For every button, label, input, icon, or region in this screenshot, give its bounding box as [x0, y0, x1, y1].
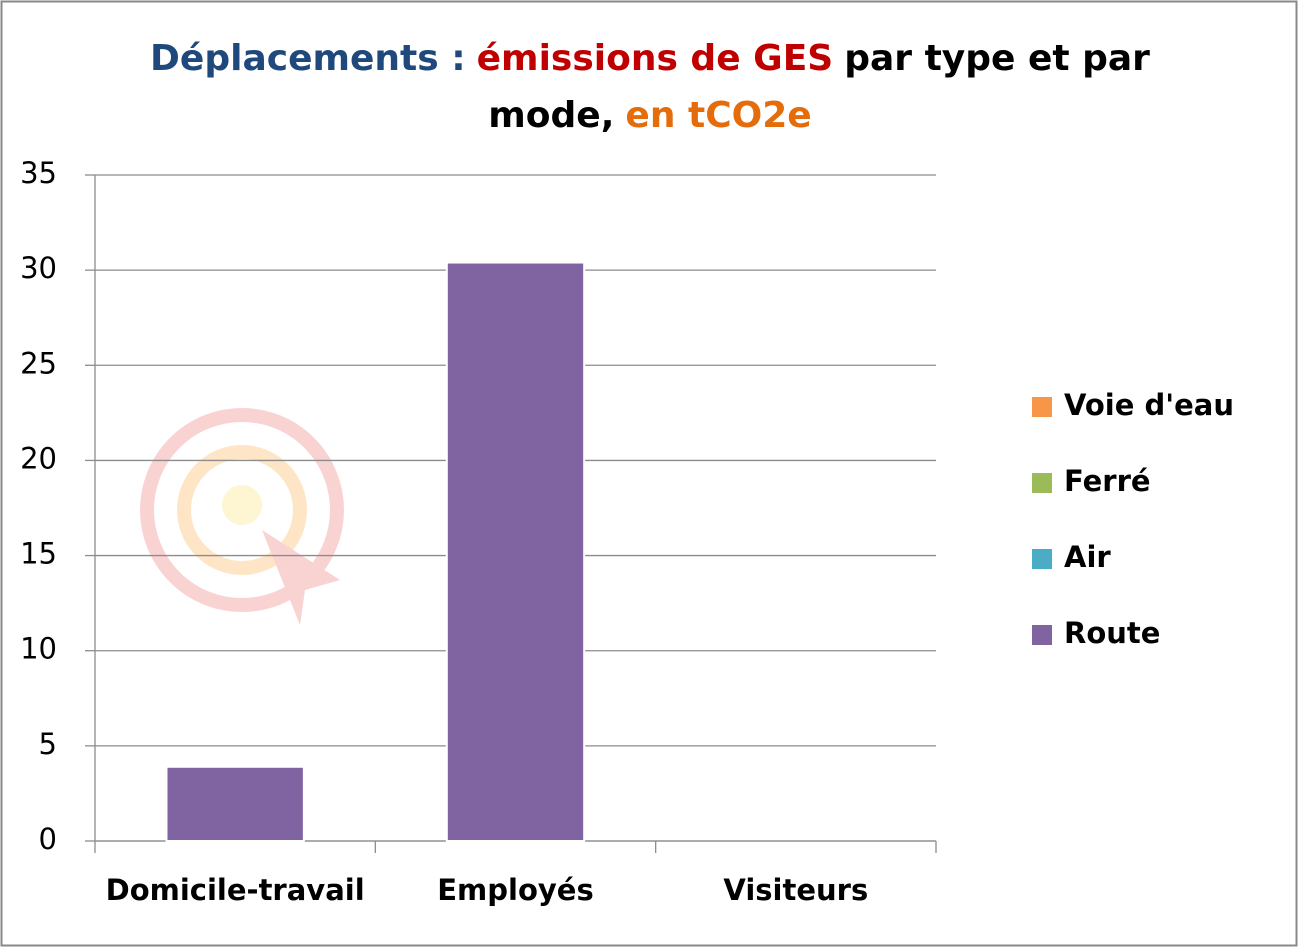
legend-swatch: [1032, 625, 1052, 645]
title-part: Déplacements :: [150, 38, 466, 79]
legend-label: Ferré: [1064, 464, 1151, 498]
bar: [445, 261, 586, 842]
x-tick-label: Domicile-travail: [106, 873, 365, 907]
chart-title: Déplacements : émissions de GES par type e…: [150, 38, 1150, 79]
y-tick-label: 0: [39, 822, 57, 856]
legend-swatch: [1032, 549, 1052, 569]
title-part: émissions de GES: [477, 38, 834, 79]
title-part: mode,: [488, 95, 614, 136]
y-tick-label: 25: [20, 346, 57, 380]
title-part: en tCO2e: [625, 95, 811, 136]
x-tick-label: Employés: [437, 873, 593, 907]
y-tick-label: 15: [20, 537, 57, 571]
y-tick-label: 30: [20, 251, 57, 285]
y-tick-label: 20: [20, 441, 57, 475]
y-tick-label: 10: [20, 632, 57, 666]
title-part: par type et par: [844, 38, 1150, 79]
x-tick-label: Visiteurs: [723, 873, 868, 907]
legend-label: Air: [1064, 540, 1111, 574]
legend-swatch: [1032, 397, 1052, 417]
y-tick-label: 35: [20, 156, 57, 190]
legend-label: Voie d'eau: [1064, 388, 1234, 422]
bar: [165, 765, 305, 842]
chart-title: mode, en tCO2e: [488, 95, 811, 136]
y-tick-label: 5: [39, 727, 57, 761]
legend-swatch: [1032, 473, 1052, 493]
legend-label: Route: [1064, 616, 1160, 650]
watermark: [140, 408, 344, 625]
